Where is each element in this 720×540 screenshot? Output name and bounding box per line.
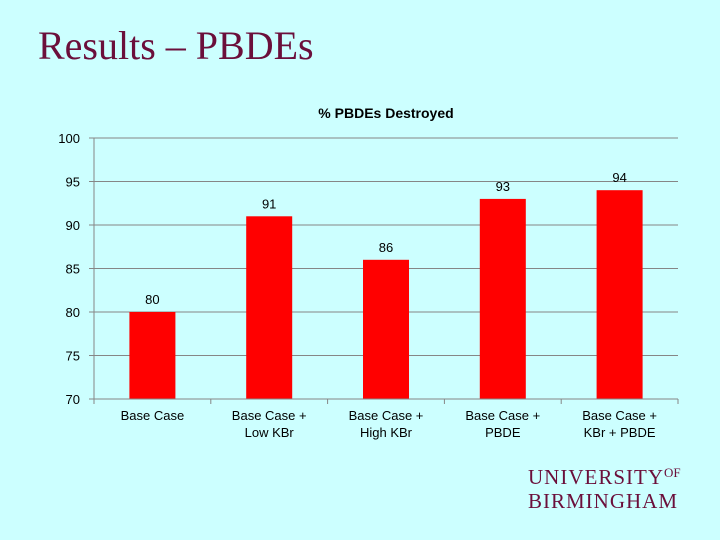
data-label: 91 <box>262 196 276 211</box>
y-tick-label: 70 <box>66 392 80 407</box>
y-tick-label: 85 <box>66 262 80 277</box>
bar <box>479 198 526 399</box>
y-tick-label: 80 <box>66 305 80 320</box>
logo-university: UNIVERSITY <box>528 465 664 489</box>
logo-birmingham: BIRMINGHAM <box>528 489 679 513</box>
category-label: Base Case + KBr + PBDE <box>582 408 657 440</box>
y-tick-label: 90 <box>66 218 80 233</box>
y-axis-ticks: 70 75 80 85 90 95 100 <box>58 131 94 407</box>
data-label: 93 <box>496 179 510 194</box>
data-label: 86 <box>379 240 393 255</box>
university-logo: UNIVERSITYOF BIRMINGHAM <box>528 466 681 512</box>
y-tick-label: 100 <box>58 131 80 146</box>
category-label: Base Case + PBDE <box>465 408 540 440</box>
data-label: 94 <box>612 170 626 185</box>
y-tick-label: 95 <box>66 175 80 190</box>
slide-title: Results – PBDEs <box>38 23 314 68</box>
bar <box>363 259 409 399</box>
chart-title: % PBDEs Destroyed <box>318 105 453 121</box>
bar <box>596 190 643 399</box>
data-label: 80 <box>145 292 159 307</box>
category-label: Base Case <box>121 408 185 423</box>
category-labels: Base Case Base Case + Low KBr Base Case + Hi… <box>93 399 679 440</box>
category-label: Base Case + High KBr <box>349 408 424 440</box>
data-labels: 80 91 86 93 94 <box>145 170 627 307</box>
category-label: Base Case + Low KBr <box>232 408 307 440</box>
logo-of: OF <box>664 465 681 480</box>
y-tick-label: 75 <box>66 349 80 364</box>
bars <box>129 190 643 399</box>
bar <box>246 216 293 399</box>
bar <box>129 312 176 399</box>
